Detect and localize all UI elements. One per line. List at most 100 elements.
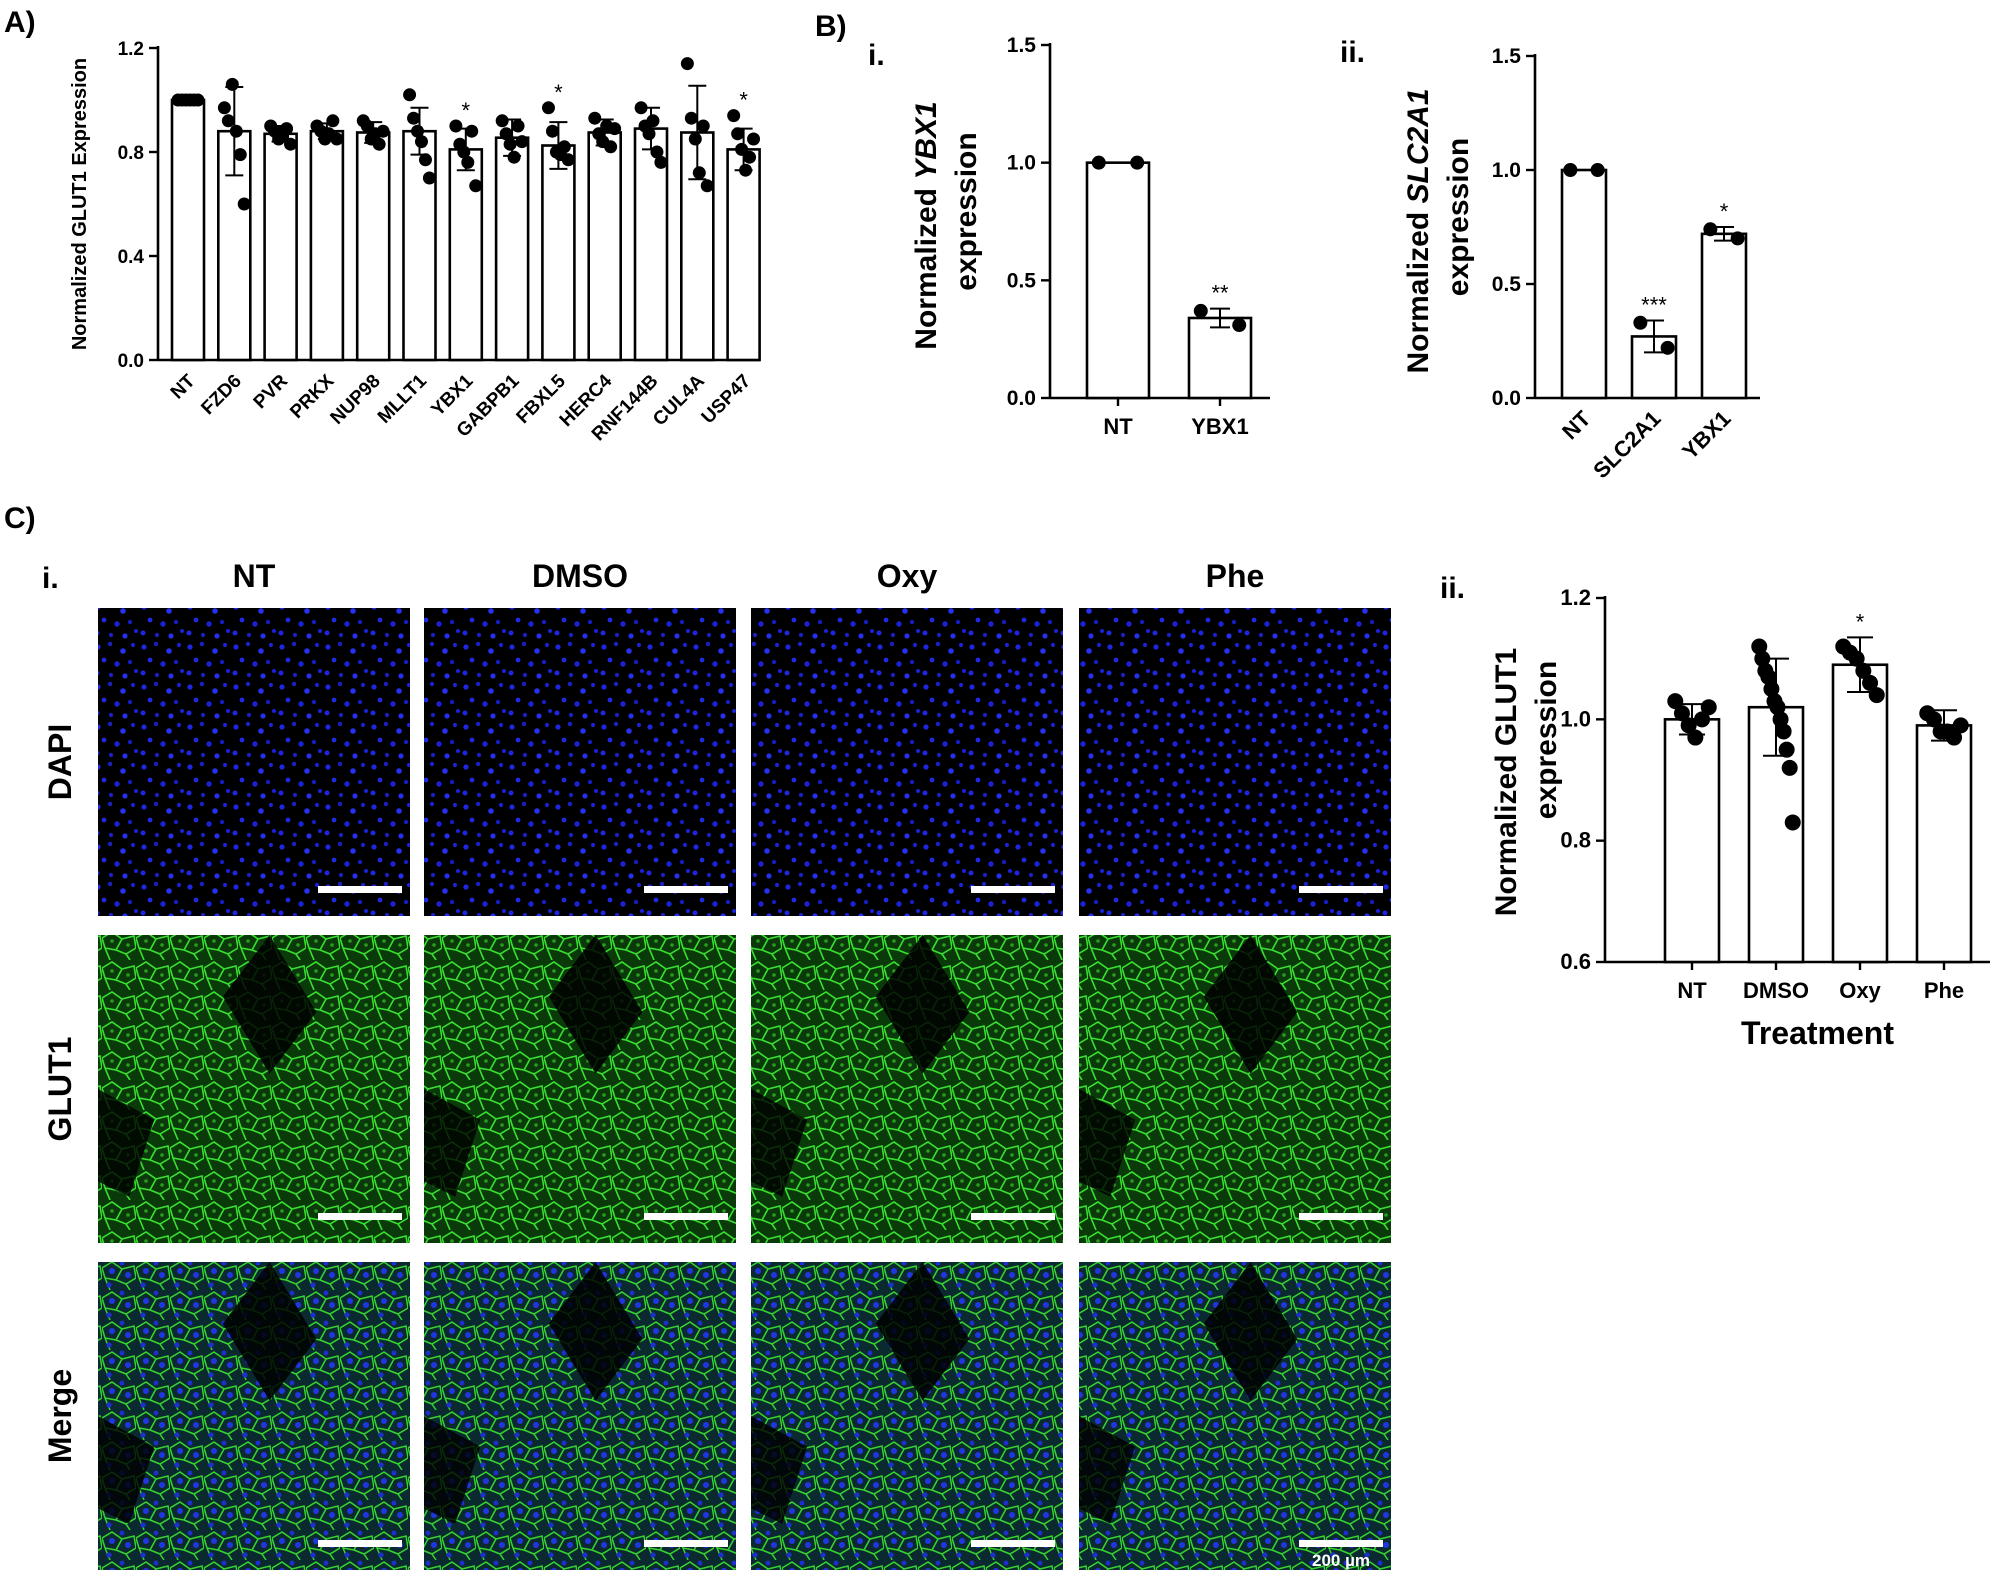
category-label: DMSO xyxy=(1743,978,1809,1003)
y-tick-label: 0.0 xyxy=(118,351,144,372)
data-point xyxy=(700,179,714,193)
y-axis-label: Normalized SLC2A1 xyxy=(1402,88,1435,373)
scale-bar xyxy=(318,1540,402,1547)
data-point xyxy=(604,140,618,154)
bar xyxy=(309,129,345,362)
y-tick-label: 0.8 xyxy=(1560,828,1591,853)
y-tick-label: 0.5 xyxy=(1492,273,1522,296)
category-label: FZD6 xyxy=(197,371,245,419)
category-label: NT xyxy=(1557,405,1596,444)
data-point xyxy=(735,142,749,156)
data-point xyxy=(221,114,235,128)
micrograph-void xyxy=(98,1089,155,1197)
data-point xyxy=(411,124,425,138)
category-label: YBX1 xyxy=(1191,414,1248,439)
panel-label-c-i: i. xyxy=(42,562,59,595)
micrograph-void xyxy=(751,1089,808,1197)
category-label: NT xyxy=(1677,978,1707,1003)
data-point xyxy=(511,119,525,133)
y-axis-label: Normalized GLUT1 xyxy=(1490,648,1523,916)
data-point xyxy=(1730,231,1745,246)
y-axis-label: Normalized GLUT1 Expression xyxy=(69,58,91,350)
y-tick-label: 0.4 xyxy=(118,247,145,268)
data-point xyxy=(191,93,205,107)
bar xyxy=(541,144,576,362)
bar xyxy=(170,98,206,362)
bar xyxy=(355,131,391,362)
micrograph-void xyxy=(1079,1416,1136,1524)
data-point xyxy=(1091,155,1106,170)
micrograph-void xyxy=(1079,1089,1136,1197)
data-point xyxy=(646,114,660,128)
column-label-nt: NT xyxy=(233,558,276,594)
micrograph-void xyxy=(548,935,643,1074)
row-label-merge: Merge xyxy=(42,1369,78,1463)
scale-bar-label: 200 µm xyxy=(1312,1551,1370,1570)
y-axis-label-line2: expression xyxy=(1530,661,1563,819)
panel-label-b: B) xyxy=(815,10,847,43)
y-tick-label: 1.0 xyxy=(1007,152,1036,175)
scale-bar xyxy=(1299,1213,1383,1220)
data-point xyxy=(1751,638,1768,655)
micrograph-dapi-dmso xyxy=(424,608,736,916)
micrograph-void xyxy=(1203,1262,1298,1401)
category-label: CUL4A xyxy=(649,370,709,430)
data-point xyxy=(217,101,231,115)
y-tick-label: 0.0 xyxy=(1007,387,1036,410)
column-label-dmso: DMSO xyxy=(532,558,628,594)
data-point xyxy=(507,150,521,164)
data-point xyxy=(731,127,745,141)
panel-label-a: A) xyxy=(4,6,36,39)
panel-label-b-i: i. xyxy=(868,39,885,72)
significance-label: *** xyxy=(1641,292,1667,317)
data-point xyxy=(1673,705,1690,722)
data-point xyxy=(469,179,483,193)
data-point xyxy=(499,127,513,141)
chart-a-glut1-screen: 0.0 0.4 0.8 1.2 Normalized GLUT1 Expression N… xyxy=(69,39,761,445)
category-label: Oxy xyxy=(1839,978,1881,1003)
y-axis-label-line2: expression xyxy=(950,132,983,290)
bar xyxy=(1560,168,1608,400)
column-label-phe: Phe xyxy=(1206,558,1265,594)
row-label-dapi: DAPI xyxy=(42,724,78,800)
data-point xyxy=(1660,340,1675,355)
bar xyxy=(263,132,298,362)
bar xyxy=(1831,663,1889,964)
category-label: SLC2A1 xyxy=(1588,406,1665,483)
data-point xyxy=(414,135,428,149)
data-point xyxy=(1687,729,1704,746)
y-axis-label-prefix: Normalized xyxy=(1402,204,1435,374)
data-point xyxy=(1633,315,1648,330)
data-point xyxy=(225,77,239,91)
scale-bar xyxy=(971,1213,1055,1220)
bar xyxy=(1915,724,1973,964)
category-label: YBX1 xyxy=(1677,406,1735,464)
panel-label-c: C) xyxy=(4,502,36,535)
data-point xyxy=(418,153,432,167)
data-point xyxy=(465,124,479,138)
bar xyxy=(587,131,623,362)
data-point xyxy=(747,132,761,146)
panel-label-b-ii: ii. xyxy=(1340,36,1365,69)
data-point xyxy=(557,140,571,154)
data-point xyxy=(229,124,243,138)
bar xyxy=(1663,718,1721,964)
micrograph-void xyxy=(751,1416,808,1524)
data-point xyxy=(727,109,741,123)
data-point xyxy=(280,122,294,136)
y-axis-label-line2: expression xyxy=(1442,138,1475,296)
scale-bar xyxy=(1299,1540,1383,1547)
micrograph-void xyxy=(875,935,970,1074)
y-tick-label: 1.5 xyxy=(1007,34,1037,57)
y-tick-label: 0.0 xyxy=(1492,387,1521,410)
row-label-glut1: GLUT1 xyxy=(42,1037,78,1142)
micrograph-void xyxy=(222,1262,317,1401)
chart-c-ii-treatment: 0.6 0.8 1.0 1.2 Normalized GLUT1 expression NT… xyxy=(1490,585,1990,1051)
scale-bar xyxy=(318,886,402,893)
y-tick-label: 1.0 xyxy=(1560,706,1591,731)
y-tick-label: 0.5 xyxy=(1007,269,1037,292)
y-tick-label: 1.2 xyxy=(1560,585,1591,610)
bar xyxy=(494,136,530,362)
